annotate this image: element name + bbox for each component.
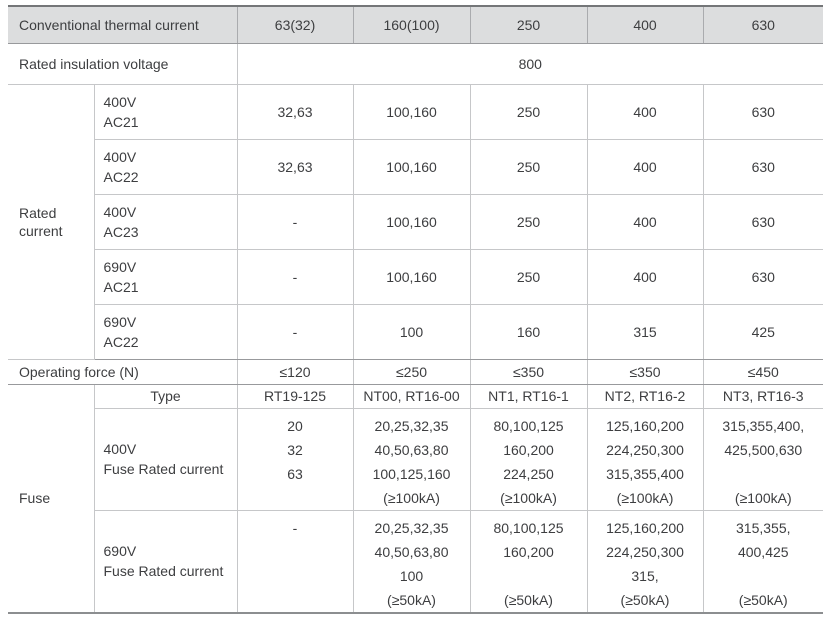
cell-value: 400 xyxy=(586,138,704,195)
cell-value: 250 xyxy=(469,83,588,140)
cell-value: 100,160 xyxy=(352,193,471,250)
cell-value: 315 xyxy=(586,303,704,360)
cell-value: 425 xyxy=(702,303,824,360)
cell-value: 400 xyxy=(586,248,704,305)
cell-value: - xyxy=(236,193,354,250)
cell-value: 100,160 xyxy=(352,138,471,195)
row-label: 400V AC22 xyxy=(94,138,238,195)
cell-value: 100,160 xyxy=(352,83,471,140)
column-header: 630 xyxy=(702,6,824,44)
rated-current-group-label: Rated current xyxy=(8,83,95,360)
cell-value: 315,355, 400,425 (≥50kA) xyxy=(702,509,824,613)
fuse-type-label: Type xyxy=(93,383,238,409)
fuse-group-label: Fuse xyxy=(8,383,95,613)
cell-value: 400 xyxy=(586,193,704,250)
cell-value: 20,25,32,35 40,50,63,80 100 (≥50kA) xyxy=(352,509,471,613)
column-header: 160(100) xyxy=(352,6,471,44)
cell-value: 100 xyxy=(352,303,471,360)
row-label: 690V AC21 xyxy=(94,248,238,305)
cell-value: 630 xyxy=(702,138,824,195)
cell-value: ≤450 xyxy=(702,358,824,385)
insulation-row: Rated insulation voltage 800 xyxy=(8,42,824,85)
column-header: 63(32) xyxy=(236,6,354,44)
cell-value: 630 xyxy=(702,193,824,250)
cell-value: 20,25,32,35 40,50,63,80 100,125,160 (≥10… xyxy=(352,407,471,511)
cell-value: 630 xyxy=(702,248,824,305)
cell-value: - xyxy=(236,509,354,613)
cell-value: ≤350 xyxy=(586,358,704,385)
cell-value: 160 xyxy=(469,303,588,360)
rated-current-row: 690V AC21 - 100,160 250 400 630 xyxy=(8,248,824,305)
rated-current-row: 690V AC22 - 100 160 315 425 xyxy=(8,303,824,360)
cell-value: 400 xyxy=(586,83,704,140)
cell-value: ≤120 xyxy=(237,358,354,385)
insulation-value: 800 xyxy=(236,42,824,85)
cell-value: 250 xyxy=(469,138,588,195)
cell-value: 32,63 xyxy=(236,138,354,195)
cell-value: 315,355,400, 425,500,630 (≥100kA) xyxy=(702,407,824,511)
cell-value: - xyxy=(236,303,354,360)
row-label: 690V Fuse Rated current xyxy=(94,509,238,613)
insulation-label: Rated insulation voltage xyxy=(8,42,238,85)
column-header: 400 xyxy=(586,6,704,44)
cell-value: 125,160,200 224,250,300 315, (≥50kA) xyxy=(586,509,704,613)
cell-value: 630 xyxy=(702,83,824,140)
cell-value: ≤350 xyxy=(469,358,588,385)
cell-value: NT1, RT16-1 xyxy=(469,383,588,409)
cell-value: 80,100,125 160,200 (≥50kA) xyxy=(469,509,588,613)
fuse-400v-row: 400V Fuse Rated current 20 32 63 20,25,3… xyxy=(8,407,824,511)
cell-value: 125,160,200 224,250,300 315,355,400 (≥10… xyxy=(586,407,704,511)
row-label: 400V Fuse Rated current xyxy=(94,407,238,511)
fuse-type-row: Fuse Type RT19-125 NT00, RT16-00 NT1, RT… xyxy=(8,383,824,613)
fuse-690v-row: 690V Fuse Rated current - 20,25,32,35 40… xyxy=(8,509,824,613)
cell-value: NT00, RT16-00 xyxy=(352,383,471,409)
cell-value: 20 32 63 xyxy=(236,407,354,511)
row-label: 400V AC21 xyxy=(93,83,238,140)
spec-table: Conventional thermal current 63(32) 160(… xyxy=(8,5,824,614)
row-label: 690V AC22 xyxy=(94,303,238,360)
cell-value: 80,100,125 160,200 224,250 (≥100kA) xyxy=(469,407,588,511)
operating-force-label: Operating force (N) xyxy=(8,358,238,385)
rated-current-row: 400V AC22 32,63 100,160 250 400 630 xyxy=(8,138,824,195)
cell-value: NT2, RT16-2 xyxy=(586,383,704,409)
header-label-thermal-current: Conventional thermal current xyxy=(8,6,238,44)
cell-value: - xyxy=(236,248,354,305)
row-label: 400V AC23 xyxy=(94,193,238,250)
rated-current-row: Rated current 400V AC21 32,63 100,160 25… xyxy=(8,83,824,360)
rated-current-row: 400V AC23 - 100,160 250 400 630 xyxy=(8,193,824,250)
cell-value: 250 xyxy=(469,248,588,305)
cell-value: 100,160 xyxy=(352,248,471,305)
column-header: 250 xyxy=(469,6,588,44)
cell-value: 32,63 xyxy=(236,83,354,140)
operating-force-row: Operating force (N) ≤120 ≤250 ≤350 ≤350 … xyxy=(8,358,824,385)
cell-value: ≤250 xyxy=(352,358,471,385)
header-row: Conventional thermal current 63(32) 160(… xyxy=(8,6,824,44)
cell-value: NT3, RT16-3 xyxy=(702,383,824,409)
cell-value: RT19-125 xyxy=(236,383,354,409)
cell-value: 250 xyxy=(469,193,588,250)
